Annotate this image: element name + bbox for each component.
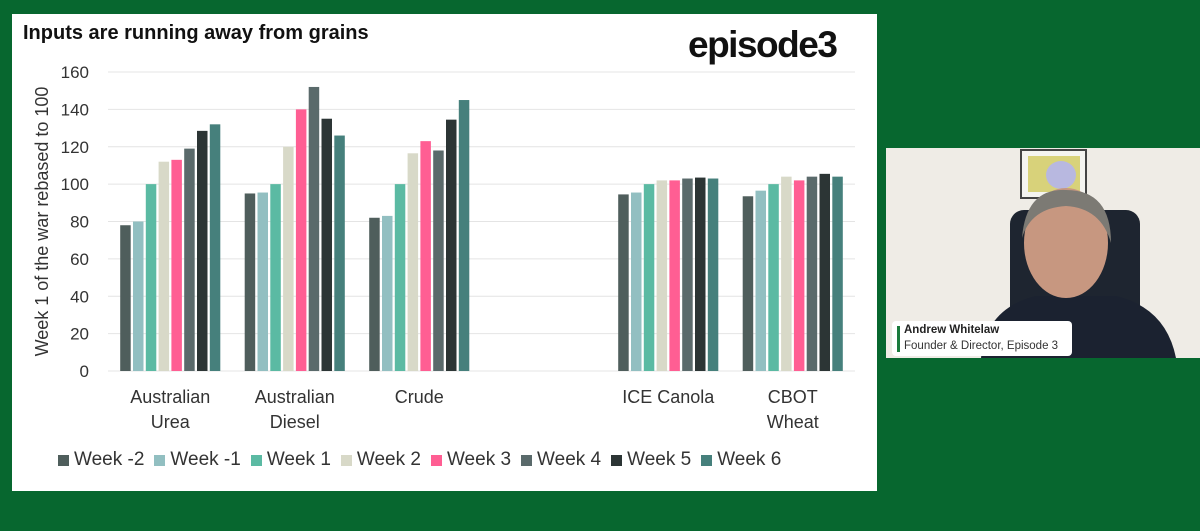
bar-week6 (832, 176, 843, 371)
chart-legend: Week -2 Week -1 Week 1 Week 2 Week 3 Week 4 We… (58, 449, 781, 471)
bar-week4 (682, 178, 693, 371)
bar-week1 (270, 184, 281, 371)
bar-week2 (158, 161, 170, 371)
bar-week-1 (133, 221, 144, 371)
legend-label: Week 1 (266, 449, 331, 470)
bar-week-1 (382, 215, 393, 371)
category-label: Urea (151, 412, 191, 432)
legend-label: Week -2 (74, 449, 145, 470)
category-label: Diesel (270, 412, 320, 432)
bar-week3 (420, 141, 431, 371)
legend-item: Week -2 (58, 449, 144, 471)
y-tick-label: 100 (61, 175, 89, 194)
legend-label: Week 2 (356, 449, 421, 470)
accent-bar (897, 326, 900, 352)
bar-week-2 (618, 194, 629, 371)
legend-swatch (611, 454, 623, 466)
episode3-logo: episode3 (688, 24, 838, 65)
bar-week1 (768, 184, 779, 371)
speaker-role: Founder & Director, Episode 3 (904, 340, 1059, 352)
bar-week-2 (742, 196, 754, 371)
bar-week4 (806, 176, 818, 371)
bar-week6 (458, 100, 470, 371)
bar-week2 (283, 146, 294, 371)
bar-chart: 0 20 40 60 80 100 120 140 160 Week 1 of the war r… (32, 63, 855, 432)
legend-swatch (340, 454, 352, 466)
bar-week-1 (755, 190, 766, 371)
legend-label: Week 4 (537, 449, 602, 470)
speaker-name: Andrew Whitelaw (904, 324, 1000, 336)
legend-swatch (154, 454, 166, 466)
legend-item: Week 1 (250, 449, 331, 471)
legend-swatch (521, 454, 533, 466)
y-tick-label: 80 (70, 213, 89, 232)
bar-week4 (433, 150, 444, 371)
bar-week2 (407, 153, 419, 371)
legend-item: Week 4 (521, 449, 601, 471)
bar-week3 (171, 159, 182, 371)
y-axis-label: Week 1 of the war rebased to 100 (32, 87, 52, 357)
bar-week-2 (120, 225, 131, 371)
speaker-name-tag: Andrew Whitelaw Founder & Director, Epis… (892, 321, 1072, 356)
webcam-feed: Andrew Whitelaw Founder & Director, Epis… (886, 148, 1200, 358)
bar-week6 (334, 135, 345, 371)
category-label: CBOT (768, 387, 818, 407)
legend-item: Week 2 (340, 449, 421, 471)
bar-week-1 (631, 192, 642, 371)
legend-label: Week 3 (446, 449, 512, 470)
bar-week5 (446, 119, 457, 371)
legend-swatch (701, 454, 713, 466)
y-tick-label: 40 (70, 287, 89, 306)
y-tick-label: 60 (70, 250, 89, 269)
category-label: Crude (395, 387, 444, 407)
legend-item: Week 6 (701, 449, 781, 471)
legend-swatch (250, 454, 262, 466)
legend-item: Week -1 (154, 449, 241, 471)
y-tick-label: 160 (61, 63, 89, 82)
legend-label: Week -1 (170, 449, 241, 470)
bar-week3 (669, 180, 680, 371)
y-tick-label: 140 (61, 100, 89, 119)
presentation-slide: Inputs are running away from grains epis… (12, 14, 877, 491)
legend-item: Week 5 (611, 449, 691, 471)
category-label: ICE Canola (622, 387, 715, 407)
y-tick-label: 120 (61, 138, 89, 157)
legend-label: Week 6 (717, 449, 782, 470)
bar-week-2 (369, 217, 380, 371)
bar-week5 (321, 118, 332, 371)
bar-week1 (643, 184, 655, 371)
y-tick-label: 20 (70, 325, 89, 344)
bar-week5 (695, 177, 706, 371)
bar-week1 (145, 184, 157, 371)
bar-week1 (394, 184, 406, 371)
bar-week4 (184, 148, 195, 371)
category-label: Australian (255, 387, 335, 407)
bar-week5 (197, 130, 208, 371)
category-label: Australian (130, 387, 210, 407)
bar-week6 (707, 178, 719, 371)
y-tick-label: 0 (80, 362, 89, 381)
bar-week3 (295, 109, 307, 371)
legend-item: Week 3 (430, 449, 512, 471)
speaker-video (981, 149, 1176, 358)
bar-week3 (793, 180, 805, 371)
legend-swatch (430, 454, 442, 466)
legend-label: Week 5 (627, 449, 692, 470)
bar-week4 (308, 86, 320, 371)
bar-week-1 (257, 192, 268, 371)
category-label: Wheat (767, 412, 819, 432)
chart-title: Inputs are running away from grains (23, 22, 369, 44)
bar-week-2 (244, 193, 256, 371)
bar-week6 (209, 124, 221, 371)
bar-week2 (656, 180, 668, 371)
bar-week5 (819, 173, 830, 371)
legend-swatch (58, 454, 69, 466)
bar-week2 (781, 176, 792, 371)
